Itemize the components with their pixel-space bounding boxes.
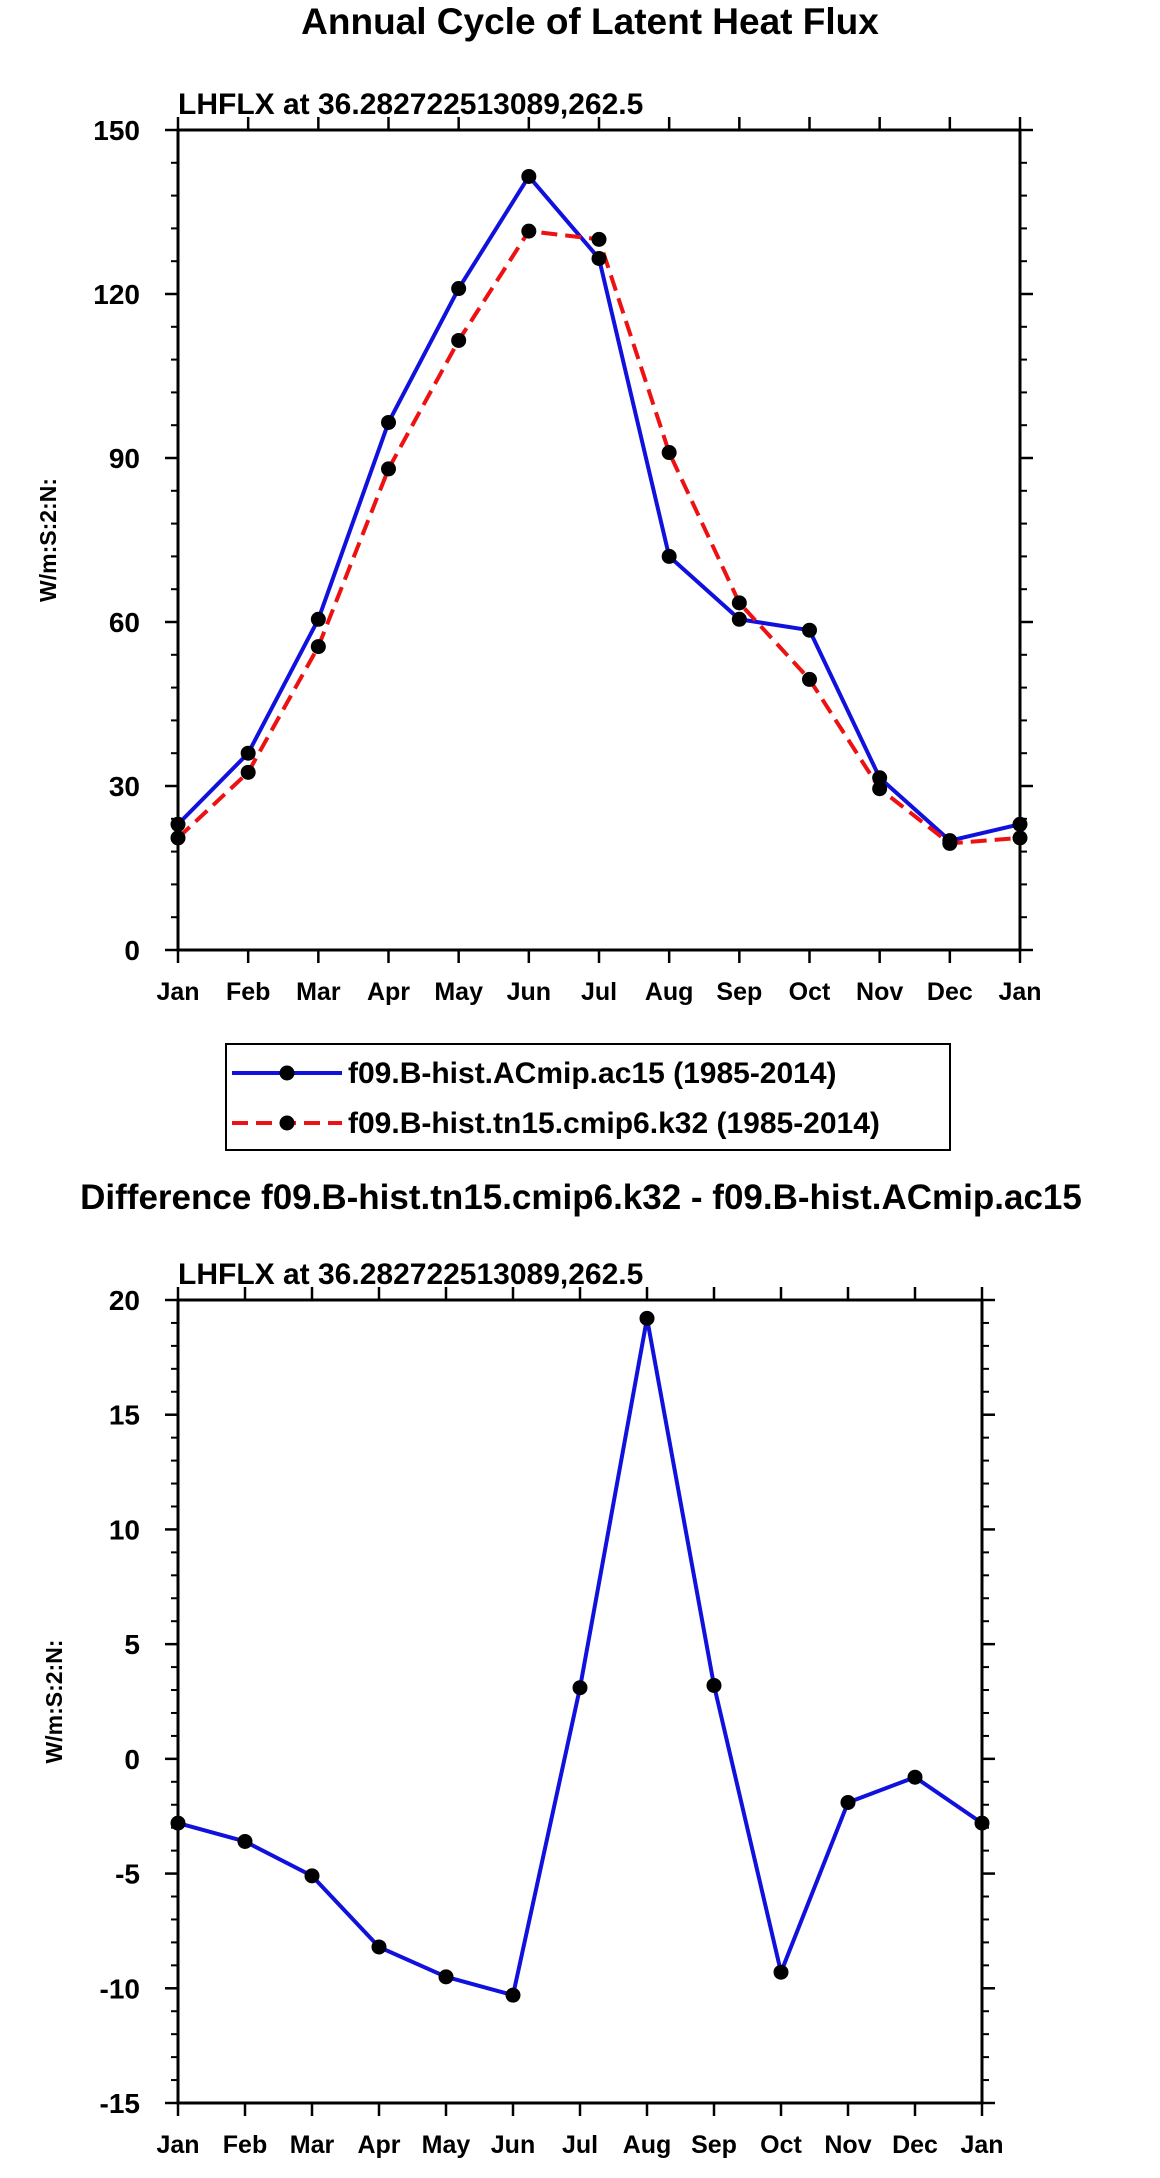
- series-1-point: [661, 548, 677, 564]
- x-tick-label: Feb: [223, 2131, 267, 2159]
- series-1-point: [840, 1794, 856, 1810]
- y-tick-label: 150: [93, 115, 140, 146]
- x-tick-label: Sep: [691, 2131, 737, 2159]
- y-axis-label: W/m:S:2:N:: [41, 1640, 67, 1764]
- x-tick-label: Jan: [156, 978, 199, 1006]
- chart-subtitle: LHFLX at 36.282722513089,262.5: [178, 1258, 643, 1291]
- x-tick-label: Dec: [927, 978, 973, 1006]
- series-1-point: [639, 1310, 655, 1326]
- x-tick-label: Jan: [960, 2131, 1003, 2159]
- series-1-point: [872, 770, 888, 786]
- series-2-point: [731, 595, 747, 611]
- y-tick-label: 10: [109, 1514, 140, 1545]
- series-2-point: [942, 835, 958, 851]
- legend-label-2: f09.B-hist.tn15.cmip6.k32 (1985-2014): [348, 1107, 880, 1140]
- x-tick-label: Jul: [562, 2131, 598, 2159]
- series-1-point: [304, 1868, 320, 1884]
- series-2-point: [240, 764, 256, 780]
- x-tick-label: Mar: [296, 978, 341, 1006]
- legend-box: [225, 1043, 951, 1151]
- x-tick-label: Jun: [507, 978, 551, 1006]
- x-tick-label: Jun: [491, 2131, 535, 2159]
- series-line-1: [177, 1316, 984, 1998]
- y-tick-label: 120: [93, 279, 140, 310]
- x-tick-label: Nov: [824, 2131, 871, 2159]
- chart-subtitle: LHFLX at 36.282722513089,262.5: [178, 88, 643, 121]
- series-2-point: [310, 639, 326, 655]
- series-1-point: [907, 1769, 923, 1785]
- x-tick-label: Feb: [226, 978, 270, 1006]
- x-tick-label: Jul: [581, 978, 617, 1006]
- plot-frame: [176, 1298, 984, 2105]
- series-1-point: [505, 1987, 521, 2003]
- x-tick-label: Apr: [367, 978, 410, 1006]
- y-tick-label: 0: [124, 1744, 140, 1775]
- x-tick-label: May: [422, 2131, 471, 2159]
- y-tick-label: 5: [124, 1629, 140, 1660]
- chart-legend: f09.B-hist.ACmip.ac15 (1985-2014) f09.B-h…: [225, 1043, 951, 1151]
- x-tick-label: Aug: [623, 2131, 672, 2159]
- x-tick-label: Jan: [998, 978, 1041, 1006]
- series-1-point: [170, 816, 186, 832]
- y-tick-label: -5: [115, 1859, 140, 1890]
- main-title: Annual Cycle of Latent Heat Flux: [301, 1, 879, 42]
- series-1-point: [773, 1964, 789, 1980]
- y-tick-label: 60: [109, 607, 140, 638]
- series-2-point: [521, 223, 537, 239]
- series-1-point: [802, 622, 817, 638]
- x-tick-label: Sep: [716, 978, 762, 1006]
- series-1-point: [572, 1680, 588, 1696]
- series-2-point: [591, 231, 607, 247]
- chart-panel-annual-cycle: LHFLX at 36.282722513089,262.5 W/m:S:2:N:…: [35, 88, 1042, 1006]
- y-tick-label: 0: [124, 935, 140, 966]
- x-tick-label: Dec: [892, 2131, 938, 2159]
- series-1-point: [591, 250, 607, 266]
- series-2-point: [170, 830, 186, 846]
- chart-panel-difference: LHFLX at 36.282722513089,262.5 W/m:S:2:N:…: [41, 1258, 1004, 2159]
- x-tick-label: Aug: [645, 978, 694, 1006]
- y-tick-label: 15: [109, 1400, 140, 1431]
- legend-marker-2: [279, 1115, 295, 1131]
- series-line-1: [176, 174, 1021, 843]
- series-1-point: [521, 168, 537, 184]
- series-2-point: [381, 461, 396, 477]
- series-2-point: [451, 332, 467, 348]
- legend-label-1: f09.B-hist.ACmip.ac15 (1985-2014): [348, 1057, 837, 1090]
- series-1-point: [371, 1939, 387, 1955]
- x-tick-label: Nov: [856, 978, 903, 1006]
- series-1-point: [170, 1815, 186, 1831]
- series-1-point: [731, 611, 747, 627]
- series-1-point: [381, 414, 396, 430]
- series-1-point: [310, 611, 326, 627]
- difference-title: Difference f09.B-hist.tn15.cmip6.k32 - f…: [80, 1178, 1082, 1217]
- x-tick-label: Mar: [290, 2131, 335, 2159]
- series-1-point: [451, 281, 467, 297]
- y-tick-label: 90: [109, 443, 140, 474]
- series-1-point: [974, 1815, 990, 1831]
- series-1-point: [1012, 816, 1028, 832]
- series-2-point: [1012, 830, 1028, 846]
- x-tick-label: Apr: [357, 2131, 400, 2159]
- series-1-point: [706, 1677, 722, 1693]
- x-tick-label: Jan: [156, 2131, 199, 2159]
- series-2-point: [661, 445, 677, 461]
- y-tick-label: 30: [109, 771, 140, 802]
- y-tick-label: -15: [100, 2088, 140, 2119]
- y-tick-label: 20: [109, 1285, 140, 1316]
- y-axis-label: W/m:S:2:N:: [35, 478, 61, 602]
- series-1-point: [240, 745, 256, 761]
- y-tick-label: -10: [100, 1973, 140, 2004]
- series-1-point: [438, 1969, 454, 1985]
- x-tick-label: Oct: [760, 2131, 802, 2159]
- series-1-point: [237, 1833, 253, 1849]
- x-tick-label: Oct: [789, 978, 831, 1006]
- x-tick-label: May: [434, 978, 483, 1006]
- legend-marker-1: [279, 1065, 295, 1081]
- series-2-point: [872, 781, 888, 797]
- series-line-2: [176, 229, 1021, 846]
- series-2-point: [802, 671, 817, 687]
